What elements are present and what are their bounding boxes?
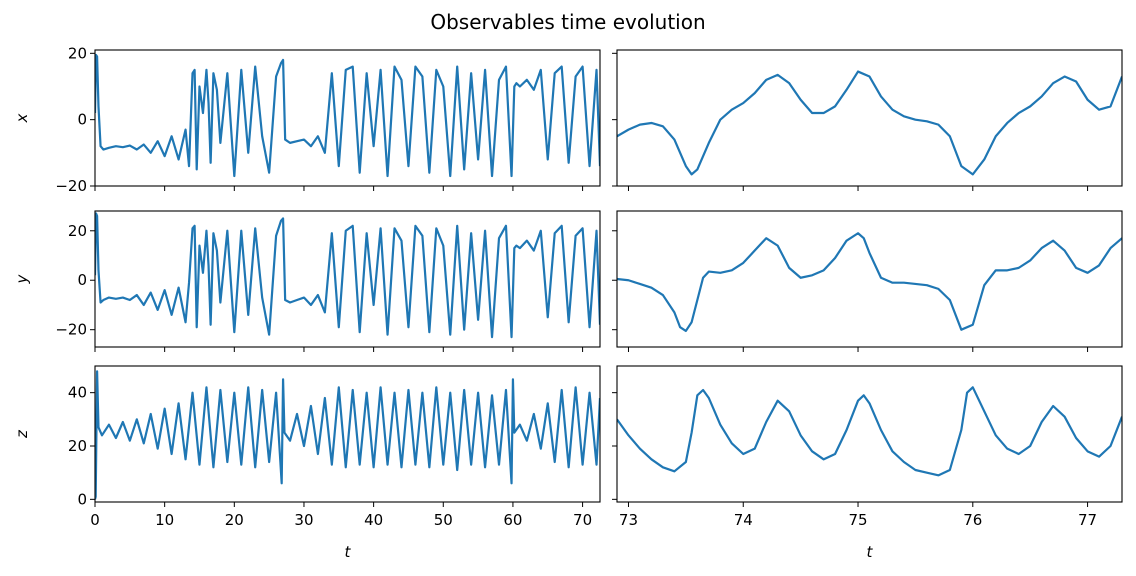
panel-z-full: 0 10 20 30 40 50 60 70 0 20 40 z t xyxy=(13,365,601,561)
panel-y-full: −20 0 20 y xyxy=(13,210,601,352)
axes-frame-y-full xyxy=(94,210,601,348)
series-line-z-zoom-0 xyxy=(617,386,1122,477)
y-tick-label-z-full-40: 40 xyxy=(68,384,87,402)
x-tick-label-z-full-60: 60 xyxy=(503,511,522,529)
x-tick-label-z-full-20: 20 xyxy=(225,511,244,529)
axes-frame-y-zoom xyxy=(616,210,1123,348)
y-axis-label-x-full: x xyxy=(13,113,31,123)
y-tick-label-y-full-20: 20 xyxy=(68,222,87,240)
y-tick-label-z-full-0: 0 xyxy=(77,490,87,508)
x-axis-label-z-full: t xyxy=(345,543,352,561)
series-line-y-zoom-0 xyxy=(617,232,1122,333)
x-tick-label-z-full-40: 40 xyxy=(364,511,383,529)
axes-frame-z-zoom xyxy=(616,365,1123,503)
x-tick-label-z-full-0: 0 xyxy=(90,511,100,529)
y-tick-label-x-full-20: 20 xyxy=(68,44,87,62)
x-tick-label-z-full-30: 30 xyxy=(294,511,313,529)
figure-title: Observables time evolution xyxy=(430,10,706,34)
x-tick-label-z-zoom-73: 73 xyxy=(619,511,638,529)
y-tick-label-z-full-20: 20 xyxy=(68,437,87,455)
x-tick-label-z-zoom-77: 77 xyxy=(1078,511,1097,529)
x-tick-label-z-full-50: 50 xyxy=(434,511,453,529)
x-tick-label-z-zoom-75: 75 xyxy=(848,511,867,529)
y-tick-label-y-full-0: 0 xyxy=(77,271,87,289)
panel-x-full: −20 0 20 x xyxy=(13,44,601,195)
axes-frame-x-zoom xyxy=(616,49,1123,187)
panel-y-zoom xyxy=(612,210,1123,352)
y-tick-label-y-full--20: −20 xyxy=(55,321,87,339)
x-tick-label-z-zoom-76: 76 xyxy=(963,511,982,529)
x-tick-label-z-full-70: 70 xyxy=(573,511,592,529)
y-axis-label-z-full: z xyxy=(13,429,31,439)
series-line-y-full-0 xyxy=(95,212,600,339)
panel-z-zoom: 73 74 75 76 77 t xyxy=(612,365,1123,561)
x-axis-label-z-zoom: t xyxy=(867,543,874,561)
x-tick-label-z-full-10: 10 xyxy=(155,511,174,529)
y-axis-label-y-full: y xyxy=(13,273,31,284)
axes-frame-z-full xyxy=(94,365,601,503)
series-line-z-full-0 xyxy=(95,370,600,500)
axes-frame-x-full xyxy=(94,49,601,187)
series-line-x-full-0 xyxy=(95,53,600,178)
x-tick-label-z-zoom-74: 74 xyxy=(734,511,753,529)
panel-x-zoom xyxy=(612,49,1123,191)
y-tick-label-x-full--20: −20 xyxy=(55,177,87,195)
y-tick-label-x-full-0: 0 xyxy=(77,111,87,129)
series-line-x-zoom-0 xyxy=(617,70,1122,176)
